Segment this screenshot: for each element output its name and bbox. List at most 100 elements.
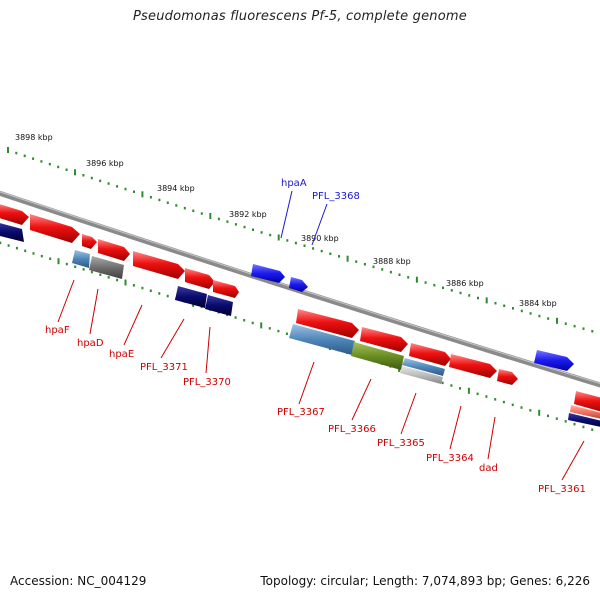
label-PFL_3368[interactable]: PFL_3368 [312,191,360,202]
map-title: Pseudomonas fluorescens Pf-5, complete g… [133,9,467,24]
gene-left-reverse[interactable] [0,222,24,242]
inner-tick [74,265,77,268]
gene-small-fwd[interactable] [213,280,239,298]
label-PFL_3370[interactable]: PFL_3370 [183,377,231,388]
gene-PFL_3371[interactable] [175,286,207,308]
outer-tick [243,225,246,229]
label-dad[interactable]: dad [479,463,498,474]
gene-far-right-blue[interactable] [534,350,574,371]
inner-tick [82,268,85,271]
outer-tick [407,276,410,279]
gene-hpaF[interactable] [30,214,80,243]
outer-tick [415,276,418,283]
inner-tick [234,316,237,319]
inner-tick [107,276,110,279]
outer-tick [277,234,280,241]
gene-PFL_3361-a[interactable] [570,405,600,420]
gene-PFL_3370-fwd[interactable] [185,268,215,289]
gene-PFL_3361-fwd[interactable] [574,391,600,413]
label-PFL_3366[interactable]: PFL_3366 [328,424,376,435]
gene-PFL_3365-fwd[interactable] [409,343,451,366]
gene-left-edge[interactable] [0,203,29,225]
gene-PFL_3366[interactable] [351,342,404,370]
leader-PFL_3367 [298,361,315,405]
outer-tick [338,255,340,258]
accession-label: Accession: NC_004129 [10,574,147,588]
gene-dad-fwd[interactable] [497,369,518,385]
gene-hpaE[interactable] [98,239,130,261]
outer-tick [217,217,220,221]
leader-dad [487,416,496,460]
gene-PFL_3366-fwd[interactable] [360,327,408,352]
outer-tick [398,273,401,276]
reverse-strand-genes [0,222,600,428]
gene-PFL_3371-fwd[interactable] [133,251,185,279]
outer-tick [90,176,93,180]
label-PFL_3364[interactable]: PFL_3364 [426,453,474,464]
outer-tick [468,294,471,297]
inner-tick [124,279,127,286]
outer-tick [183,206,186,210]
label-PFL_3365[interactable]: PFL_3365 [377,438,425,449]
inner-tick [57,258,60,265]
inner-tick [573,422,576,426]
label-PFL_3361[interactable]: PFL_3361 [538,484,586,495]
label-leaders [57,190,585,481]
outer-tick [424,281,427,284]
outer-tick [312,247,315,250]
inner-tick [116,278,119,282]
inner-tick [502,400,505,404]
outer-tick [192,209,195,213]
gene-PFL_3364-fwd[interactable] [449,354,497,378]
outer-tick [372,265,375,269]
outer-tick [320,249,323,253]
label-hpaD[interactable]: hpaD [77,338,104,349]
gene-PFL_3368[interactable] [289,277,308,292]
leader-hpaA [280,190,293,239]
outer-tick [442,286,444,289]
gene-hpaD[interactable] [82,234,97,249]
gene-hpaE-rev[interactable] [89,256,124,279]
outer-tick [149,196,152,199]
gene-labels: hpaA PFL_3368 hpaF hpaD hpaE PFL_3371 PF… [45,178,586,495]
inner-tick [32,252,35,255]
outer-tick [503,304,506,307]
gene-hpaD-rev[interactable] [72,250,90,268]
label-PFL_3367[interactable]: PFL_3367 [277,407,325,418]
inner-tick [132,284,135,287]
outer-tick [209,213,212,219]
gene-PFL_3370[interactable] [205,295,233,316]
outer-scale-ticks [7,147,594,333]
outer-tick [459,291,462,295]
outer-tick [556,317,558,324]
inner-tick [467,387,470,394]
label-PFL_3371[interactable]: PFL_3371 [140,362,188,373]
inner-tick [251,321,254,325]
label-hpaE[interactable]: hpaE [109,349,134,360]
gene-hpaA[interactable] [251,264,285,283]
outer-tick [381,268,384,271]
gene-PFL_3365[interactable] [402,358,445,376]
gene-PFL_3367[interactable] [289,324,355,355]
gene-PFL_3367-fwd[interactable] [296,309,359,338]
inner-tick [459,387,462,390]
scale-label-3886: 3886 kbp [446,279,484,288]
inner-tick [494,398,497,401]
scale-label-3884: 3884 kbp [519,299,557,308]
outer-tick [346,255,349,262]
outer-tick [23,154,26,158]
gene-PFL_3361[interactable] [568,413,600,428]
outer-tick [158,198,161,202]
inner-tick [49,257,52,260]
label-hpaF[interactable]: hpaF [45,325,70,336]
outer-tick [433,283,436,287]
gene-PFL_3365-b[interactable] [400,366,443,384]
inner-tick [15,246,18,250]
outer-tick [200,212,203,215]
label-hpaA[interactable]: hpaA [281,178,307,189]
leader-PFL_3365 [400,392,417,435]
inner-tick [538,409,541,416]
inner-tick [99,273,102,276]
